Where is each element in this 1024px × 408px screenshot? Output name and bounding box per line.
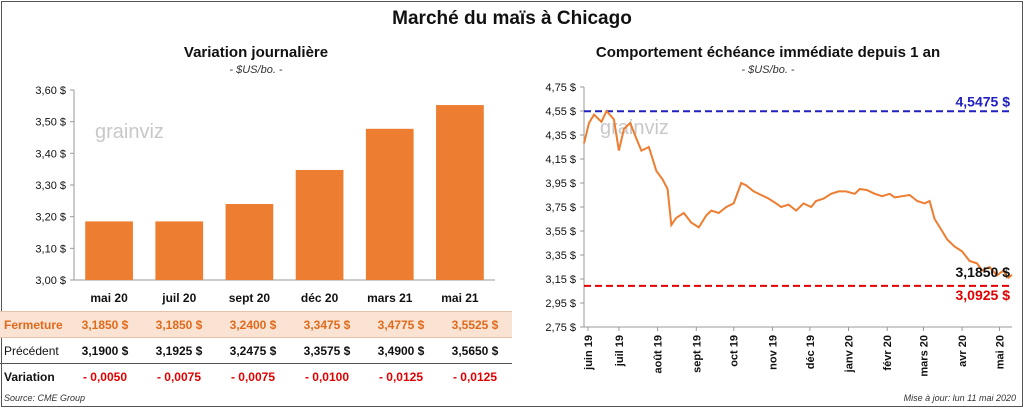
y-tick-label: 3,95 $ (545, 178, 576, 190)
table-cell: 3,5650 $ (438, 337, 512, 364)
x-tick-label: oct 19 (729, 335, 741, 367)
x-tick-label: août 19 (653, 335, 665, 374)
table-cell: 3,3475 $ (290, 311, 364, 338)
y-tick-label: 2,95 $ (545, 298, 576, 310)
bar (155, 221, 204, 280)
bar (225, 204, 274, 280)
table-cell: 3,5525 $ (438, 311, 512, 338)
x-category-label: juil 20 (161, 291, 196, 305)
table-cell: 3,1850 $ (68, 311, 142, 338)
table-cell: 3,1925 $ (142, 337, 216, 364)
table-cell: 3,2400 $ (216, 311, 290, 338)
y-tick-label: 3,60 $ (35, 85, 66, 97)
daily-chart-units: - $US/bo. - (229, 64, 283, 76)
y-tick-label: 4,15 $ (545, 154, 576, 166)
table-cell: 3,1850 $ (142, 311, 216, 338)
table-cell: - 0,0075 (230, 369, 276, 384)
history-y-axis: 2,75 $ 2,95 $ 3,15 $ 3,35 $ 3,55 $ 3,75 $ 3,95… (545, 82, 1012, 334)
daily-chart-title: Variation journalière (183, 44, 329, 61)
bar (295, 169, 344, 280)
y-tick-label: 3,55 $ (545, 226, 576, 238)
y-tick-label: 3,10 $ (35, 243, 66, 255)
source-note: Source: CME Group (4, 393, 86, 403)
x-tick-label: févr 20 (882, 335, 894, 370)
history-value-labels: 4,5475 $ 3,0925 $ 3,1850 $ (956, 93, 1011, 303)
table-cell: 3,2475 $ (216, 337, 290, 364)
bar (436, 105, 484, 281)
high-reference-label: 4,5475 $ (956, 93, 1011, 109)
y-tick-label: 3,20 $ (35, 212, 66, 224)
y-tick-label: 3,40 $ (35, 148, 66, 160)
history-price-line (583, 109, 1013, 280)
daily-bars: mai 20 juil 20 sept 20 déc 20 mars 21 mai 21 (85, 105, 484, 305)
x-tick-label: mars 20 (918, 335, 930, 377)
x-tick-label: juin 19 (583, 335, 595, 371)
table-cell: - 0,0125 (378, 369, 424, 384)
history-chart-units: - $US/bo. - (741, 64, 795, 76)
table-cell: - 0,0100 (304, 369, 350, 384)
history-x-axis: juin 19 juil 19 août 19 sept 19 oct 19 nov 19… (583, 327, 1007, 377)
table-cell: 3,4775 $ (364, 311, 438, 338)
close-row: Fermeture 3,1850 $3,1850 $3,2400 $3,3475 … (0, 311, 512, 338)
y-tick-label: 3,30 $ (35, 180, 66, 192)
daily-y-axis: 3,00 $ 3,10 $ 3,20 $ 3,30 $ 3,40 $ 3,50 $ 3,60… (35, 85, 495, 287)
row-label: Variation (4, 369, 55, 384)
y-tick-label: 4,75 $ (545, 82, 576, 94)
x-tick-label: sept 19 (691, 335, 703, 373)
history-reference-lines (584, 110, 1012, 287)
bar (365, 128, 414, 280)
last-price-label: 3,1850 $ (956, 264, 1011, 280)
table-cell: 3,3575 $ (290, 337, 364, 364)
table-cell: 3,1900 $ (68, 337, 142, 364)
x-category-label: déc 20 (301, 291, 339, 305)
x-category-label: mars 21 (367, 291, 413, 305)
row-label: Précédent (0, 337, 68, 364)
y-tick-label: 4,35 $ (545, 130, 576, 142)
x-tick-label: nov 19 (767, 335, 779, 370)
row-label: Fermeture (0, 311, 68, 338)
main-title: Marché du maïs à Chicago (392, 8, 632, 29)
y-tick-label: 4,55 $ (545, 106, 576, 118)
history-watermark: grainviz (600, 117, 669, 139)
daily-table: Fermeture 3,1850 $3,1850 $3,2400 $3,3475 … (0, 311, 512, 390)
low-reference-label: 3,0925 $ (956, 287, 1011, 303)
history-line-chart: 2,75 $ 2,95 $ 3,15 $ 3,35 $ 3,55 $ 3,75 $ 3,95… (545, 82, 1013, 377)
x-tick-label: avr 20 (957, 335, 969, 367)
previous-row: Précédent 3,1900 $3,1925 $3,2475 $3,3575 … (0, 337, 512, 364)
daily-watermark: grainviz (95, 121, 164, 143)
y-tick-label: 3,50 $ (35, 117, 66, 129)
table-cell: - 0,0125 (452, 369, 498, 384)
update-note: Mise à jour: lun 11 mai 2020 (903, 393, 1016, 403)
table-cell: - 0,0075 (156, 369, 202, 384)
y-tick-label: 3,15 $ (545, 274, 576, 286)
x-category-label: mai 21 (441, 291, 479, 305)
x-tick-label: janv 20 (844, 335, 856, 373)
y-tick-label: 3,75 $ (545, 202, 576, 214)
table-cell: - 0,0050 (82, 369, 128, 384)
x-category-label: mai 20 (90, 291, 128, 305)
y-tick-label: 3,00 $ (35, 275, 66, 287)
y-tick-label: 3,35 $ (545, 250, 576, 262)
daily-bar-chart: 3,00 $ 3,10 $ 3,20 $ 3,30 $ 3,40 $ 3,50 $ 3,60… (35, 85, 495, 305)
table-cell: 3,4900 $ (364, 337, 438, 364)
x-tick-label: mai 20 (995, 335, 1007, 369)
x-tick-label: déc 19 (805, 335, 817, 369)
x-tick-label: juil 19 (614, 335, 626, 367)
history-chart-title: Comportement échéance immédiate depuis 1… (595, 44, 941, 61)
x-category-label: sept 20 (229, 291, 271, 305)
bar (85, 221, 133, 280)
variation-row: Variation - 0,0050 - 0,0075 - 0,0075 - 0,010… (0, 364, 512, 390)
y-tick-label: 2,75 $ (545, 322, 576, 334)
